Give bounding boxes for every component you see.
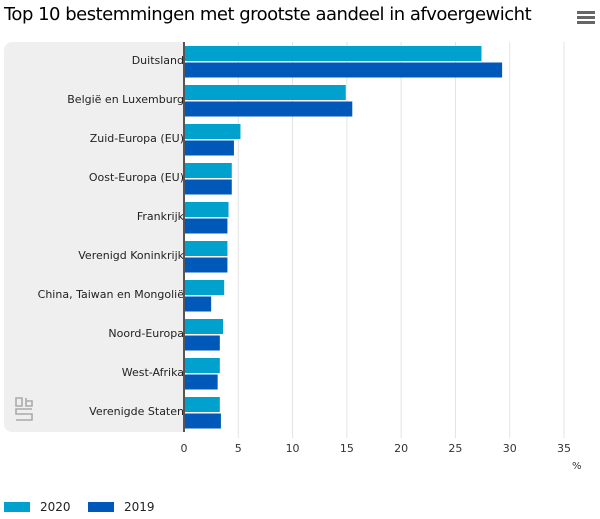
bar-2019[interactable] [184,218,228,234]
legend-label: 2020 [40,500,71,514]
bar-2020[interactable] [184,241,228,256]
category-label: België en Luxemburg [67,92,184,106]
x-tick-label: 35 [557,442,571,455]
x-tick-label: 20 [394,442,408,455]
x-tick-label: 0 [181,442,188,455]
x-tick-label: 10 [286,442,300,455]
category-label-panel [4,42,184,432]
bar-2019[interactable] [184,101,353,117]
legend-item-2019[interactable]: 2019 [88,500,155,514]
bar-2019[interactable] [184,413,221,429]
bar-2020[interactable] [184,46,482,61]
bar-2020[interactable] [184,319,224,334]
bar-2020[interactable] [184,124,241,139]
bar-2019[interactable] [184,62,503,78]
cbs-logo-icon [15,397,33,421]
x-tick-label: 25 [448,442,462,455]
chart-title: Top 10 bestemmingen met grootste aandeel… [4,4,532,25]
category-label: China, Taiwan en Mongolië [37,287,184,301]
x-tick-label: 15 [340,442,354,455]
bar-2019[interactable] [184,296,212,312]
bar-2019[interactable] [184,374,218,390]
bar-2020[interactable] [184,397,220,412]
x-tick-label: 30 [503,442,517,455]
category-label: Frankrijk [136,209,184,223]
x-axis-unit: % [572,461,582,472]
legend-swatch-2019 [88,502,114,512]
category-label: Duitsland [131,53,184,67]
bar-2019[interactable] [184,140,234,156]
category-label: Verenigd Koninkrijk [78,248,184,262]
hamburger-menu-icon[interactable] [577,11,595,25]
x-tick-label: 5 [235,442,242,455]
category-label: Oost-Europa (EU) [88,170,184,184]
category-label: West-Afrika [121,365,184,379]
bar-2020[interactable] [184,163,232,178]
legend-item-2020[interactable]: 2020 [4,500,71,514]
bar-2020[interactable] [184,85,346,100]
category-label: Zuid-Europa (EU) [89,131,184,145]
bar-2020[interactable] [184,202,229,217]
bar-2019[interactable] [184,179,232,195]
bar-2020[interactable] [184,280,225,295]
bar-2019[interactable] [184,257,228,273]
category-label: Noord-Europa [108,326,184,340]
category-label: Verenigde Staten [89,404,184,418]
legend-swatch-2020 [4,502,30,512]
legend-label: 2019 [124,500,155,514]
bar-2019[interactable] [184,335,220,351]
bar-2020[interactable] [184,358,220,373]
